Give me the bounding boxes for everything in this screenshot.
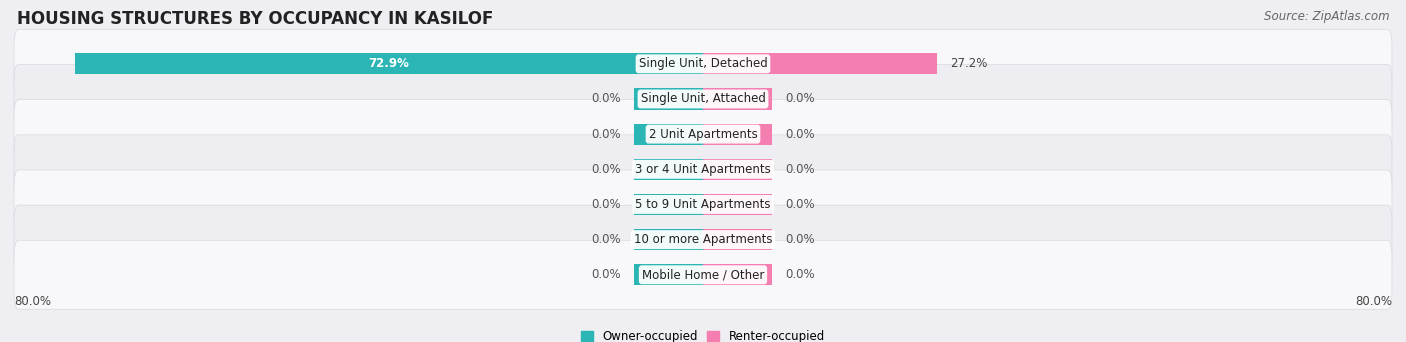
Text: 0.0%: 0.0% (785, 92, 814, 105)
Text: 0.0%: 0.0% (785, 268, 814, 281)
Text: 0.0%: 0.0% (785, 233, 814, 246)
Text: 0.0%: 0.0% (785, 163, 814, 176)
Text: 2 Unit Apartments: 2 Unit Apartments (648, 128, 758, 141)
Text: 27.2%: 27.2% (950, 57, 987, 70)
FancyBboxPatch shape (14, 100, 1392, 169)
Bar (703, 123, 772, 145)
FancyBboxPatch shape (14, 135, 1392, 204)
Legend: Owner-occupied, Renter-occupied: Owner-occupied, Renter-occupied (581, 330, 825, 342)
Bar (703, 89, 772, 109)
Bar (634, 159, 703, 180)
Text: 0.0%: 0.0% (592, 92, 621, 105)
Text: 3 or 4 Unit Apartments: 3 or 4 Unit Apartments (636, 163, 770, 176)
Text: 0.0%: 0.0% (592, 268, 621, 281)
FancyBboxPatch shape (14, 170, 1392, 239)
Text: 0.0%: 0.0% (785, 198, 814, 211)
Text: HOUSING STRUCTURES BY OCCUPANCY IN KASILOF: HOUSING STRUCTURES BY OCCUPANCY IN KASIL… (17, 10, 494, 28)
Bar (634, 229, 703, 250)
Text: 5 to 9 Unit Apartments: 5 to 9 Unit Apartments (636, 198, 770, 211)
Bar (634, 264, 703, 285)
Bar (703, 159, 772, 180)
Text: 0.0%: 0.0% (592, 198, 621, 211)
Bar (703, 194, 772, 215)
Text: 0.0%: 0.0% (592, 163, 621, 176)
Text: 10 or more Apartments: 10 or more Apartments (634, 233, 772, 246)
Bar (703, 229, 772, 250)
Text: 80.0%: 80.0% (14, 295, 51, 308)
Text: 0.0%: 0.0% (785, 128, 814, 141)
Bar (634, 89, 703, 109)
FancyBboxPatch shape (14, 240, 1392, 309)
Bar (703, 264, 772, 285)
Text: Mobile Home / Other: Mobile Home / Other (641, 268, 765, 281)
Bar (75, 53, 703, 74)
Text: 0.0%: 0.0% (592, 233, 621, 246)
FancyBboxPatch shape (14, 29, 1392, 98)
Bar (703, 53, 938, 74)
FancyBboxPatch shape (14, 65, 1392, 133)
Text: Single Unit, Attached: Single Unit, Attached (641, 92, 765, 105)
Bar (634, 123, 703, 145)
Text: Single Unit, Detached: Single Unit, Detached (638, 57, 768, 70)
Bar (634, 194, 703, 215)
FancyBboxPatch shape (14, 205, 1392, 274)
Text: 0.0%: 0.0% (592, 128, 621, 141)
Text: Source: ZipAtlas.com: Source: ZipAtlas.com (1264, 10, 1389, 23)
Text: 72.9%: 72.9% (368, 57, 409, 70)
Text: 80.0%: 80.0% (1355, 295, 1392, 308)
